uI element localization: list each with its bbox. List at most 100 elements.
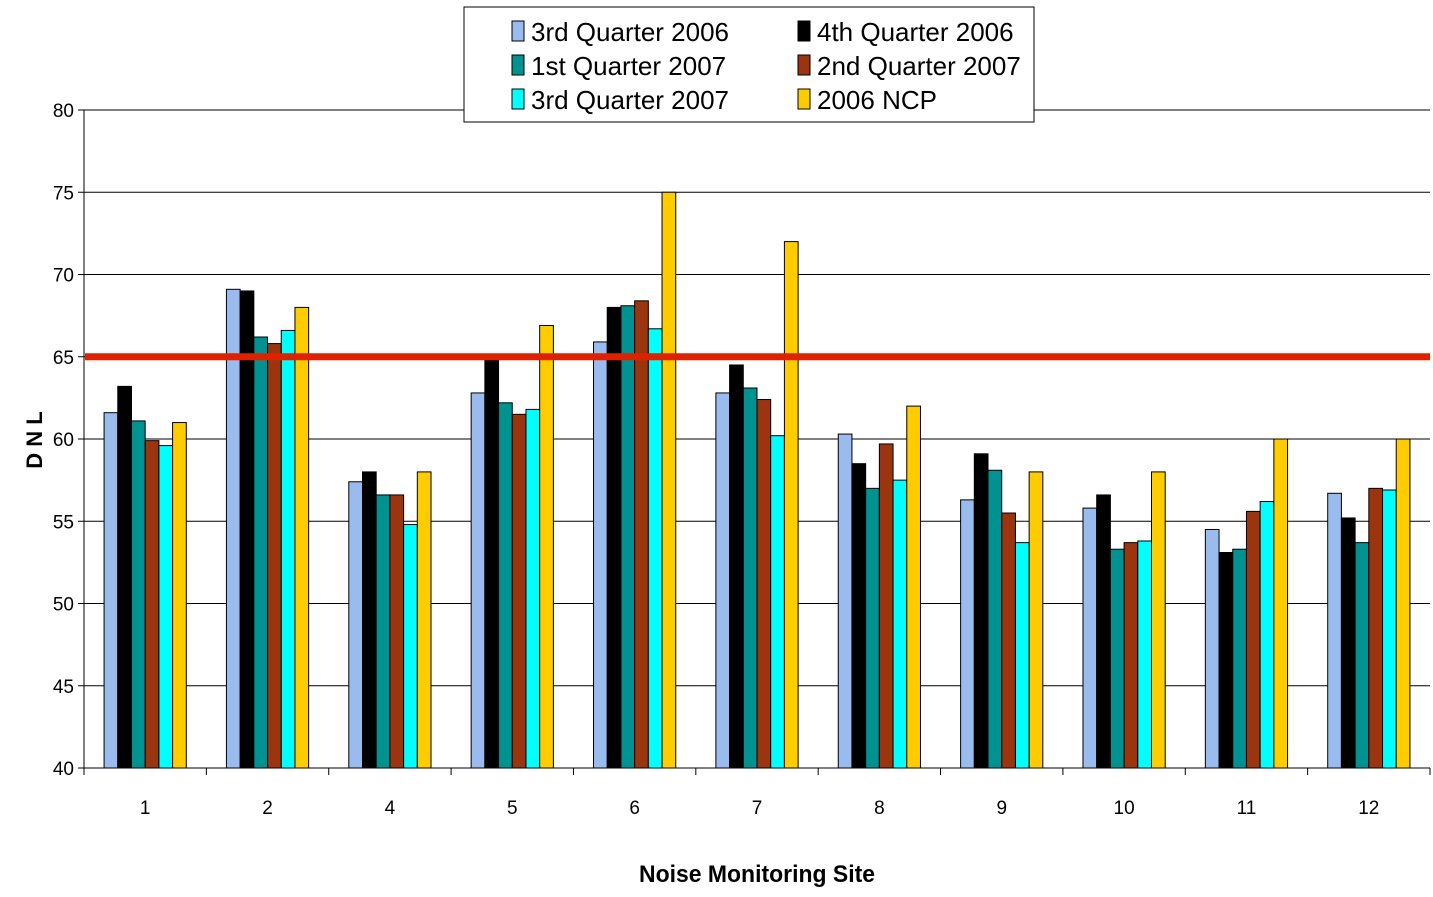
x-tick-label: 1 (140, 798, 151, 819)
bar-3rd-quarter-2006-site-9 (960, 499, 975, 769)
legend-box (463, 6, 1035, 123)
bar-3rd-quarter-2007-site-9 (1014, 542, 1030, 769)
legend-label: 2006 NCP (817, 85, 937, 115)
bar-3rd-quarter-2007-site-8 (892, 479, 908, 769)
x-tick-label: 12 (1358, 798, 1379, 819)
x-tick-label: 4 (385, 798, 396, 819)
legend: 3rd Quarter 2006 4th Quarter 2006 1st Quar… (463, 6, 1035, 123)
legend-item: 2nd Quarter 2007 (797, 51, 1021, 81)
bar-4th-quarter-2006-site-11 (1218, 552, 1234, 769)
x-tick-label: 2 (262, 798, 273, 819)
bar-1st-quarter-2007-site-12 (1354, 542, 1370, 769)
y-tick-label: 70 (53, 266, 74, 287)
bar-3rd-quarter-2006-site-2 (225, 288, 241, 769)
bar-1st-quarter-2007-site-8 (865, 487, 880, 769)
bar-2006-ncp-site-10 (1151, 471, 1166, 769)
bar-2006-ncp-site-1 (172, 422, 187, 769)
bar-4th-quarter-2006-site-6 (606, 306, 622, 769)
legend-label: 2nd Quarter 2007 (817, 51, 1021, 81)
bar-1st-quarter-2007-site-10 (1109, 548, 1125, 769)
legend-item: 2006 NCP (797, 85, 937, 115)
x-tick-label: 9 (996, 798, 1007, 819)
bar-1st-quarter-2007-site-11 (1232, 548, 1247, 769)
x-tick-label: 10 (1114, 798, 1135, 819)
bar-1st-quarter-2007-site-6 (620, 305, 636, 769)
x-tick-label: 5 (507, 798, 518, 819)
bar-3rd-quarter-2007-site-7 (770, 435, 785, 769)
bar-2006-ncp-site-6 (661, 191, 677, 769)
bar-2nd-quarter-2007-site-7 (756, 399, 772, 769)
bar-4th-quarter-2006-site-1 (117, 385, 132, 769)
x-tick-label: 8 (874, 798, 885, 819)
legend-label: 1st Quarter 2007 (531, 51, 726, 81)
y-tick-label: 45 (53, 677, 74, 698)
legend-swatch (797, 88, 811, 110)
bar-1st-quarter-2007-site-2 (253, 336, 269, 769)
legend-swatch (511, 20, 525, 42)
bar-2nd-quarter-2007-site-12 (1368, 487, 1384, 769)
x-axis-title: Noise Monitoring Site (639, 861, 875, 888)
bar-2nd-quarter-2007-site-4 (389, 494, 405, 769)
bar-2006-ncp-site-4 (416, 471, 432, 769)
bar-3rd-quarter-2006-site-11 (1204, 528, 1220, 769)
y-tick-label: 55 (53, 512, 74, 533)
bar-3rd-quarter-2006-site-7 (715, 392, 731, 769)
bar-1st-quarter-2007-site-1 (130, 420, 146, 769)
y-tick-label: 50 (53, 595, 74, 616)
bar-4th-quarter-2006-site-8 (851, 463, 867, 769)
y-tick-labels: 40 45 50 55 60 65 70 75 80 (53, 101, 84, 780)
y-tick-label: 65 (53, 348, 74, 369)
bar-2nd-quarter-2007-site-6 (634, 300, 649, 769)
bar-2nd-quarter-2007-site-11 (1245, 510, 1261, 769)
bar-3rd-quarter-2007-site-2 (280, 329, 296, 769)
bar-3rd-quarter-2006-site-12 (1327, 492, 1342, 769)
bar-2nd-quarter-2007-site-1 (144, 440, 160, 769)
legend-label: 3rd Quarter 2007 (531, 85, 729, 115)
bar-2006-ncp-site-9 (1028, 471, 1044, 769)
bar-2006-ncp-site-11 (1273, 438, 1289, 769)
bar-3rd-quarter-2006-site-4 (348, 481, 363, 769)
bar-1st-quarter-2007-site-7 (742, 387, 758, 769)
bar-3rd-quarter-2006-site-6 (593, 341, 608, 769)
bar-3rd-quarter-2006-site-1 (103, 412, 119, 769)
bar-3rd-quarter-2007-site-10 (1137, 540, 1153, 769)
bar-4th-quarter-2006-site-12 (1340, 517, 1356, 769)
legend-swatch (511, 88, 525, 110)
bar-2006-ncp-site-12 (1395, 438, 1411, 769)
bar-4th-quarter-2006-site-10 (1096, 494, 1111, 769)
legend-item: 3rd Quarter 2007 (511, 85, 729, 115)
bar-4th-quarter-2006-site-7 (729, 364, 744, 769)
x-tick-label: 11 (1237, 798, 1257, 819)
y-tick-label: 75 (53, 183, 74, 204)
x-tick-label: 7 (752, 798, 763, 819)
legend-label: 4th Quarter 2006 (817, 17, 1014, 47)
legend-swatch (797, 54, 811, 76)
bar-3rd-quarter-2007-site-4 (403, 524, 418, 769)
bar-2nd-quarter-2007-site-5 (511, 413, 527, 769)
bar-3rd-quarter-2006-site-10 (1082, 507, 1098, 769)
bar-1st-quarter-2007-site-4 (375, 494, 391, 769)
bar-2nd-quarter-2007-site-10 (1123, 542, 1139, 769)
bar-3rd-quarter-2007-site-11 (1259, 501, 1275, 769)
legend-item: 3rd Quarter 2006 (511, 17, 729, 47)
x-tick-label: 6 (629, 798, 640, 819)
bar-2006-ncp-site-8 (906, 405, 921, 769)
bar-1st-quarter-2007-site-9 (987, 469, 1003, 769)
x-tick-labels: 1 2 4 5 6 7 8 9 10 11 12 (83, 768, 1431, 819)
legend-swatch (797, 20, 811, 42)
legend-item: 1st Quarter 2007 (511, 51, 726, 81)
bar-3rd-quarter-2007-site-6 (647, 328, 663, 769)
y-tick-label: 60 (53, 430, 74, 451)
bar-3rd-quarter-2006-site-5 (470, 392, 486, 769)
y-tick-label: 40 (53, 759, 74, 780)
legend-item: 4th Quarter 2006 (797, 17, 1014, 47)
bar-4th-quarter-2006-site-9 (973, 453, 989, 769)
legend-label: 3rd Quarter 2006 (531, 17, 729, 47)
legend-swatch (511, 54, 525, 76)
bar-4th-quarter-2006-site-4 (361, 471, 377, 769)
bar-2006-ncp-site-7 (783, 241, 799, 769)
bar-4th-quarter-2006-site-2 (239, 290, 255, 769)
bar-2nd-quarter-2007-site-2 (267, 343, 282, 769)
